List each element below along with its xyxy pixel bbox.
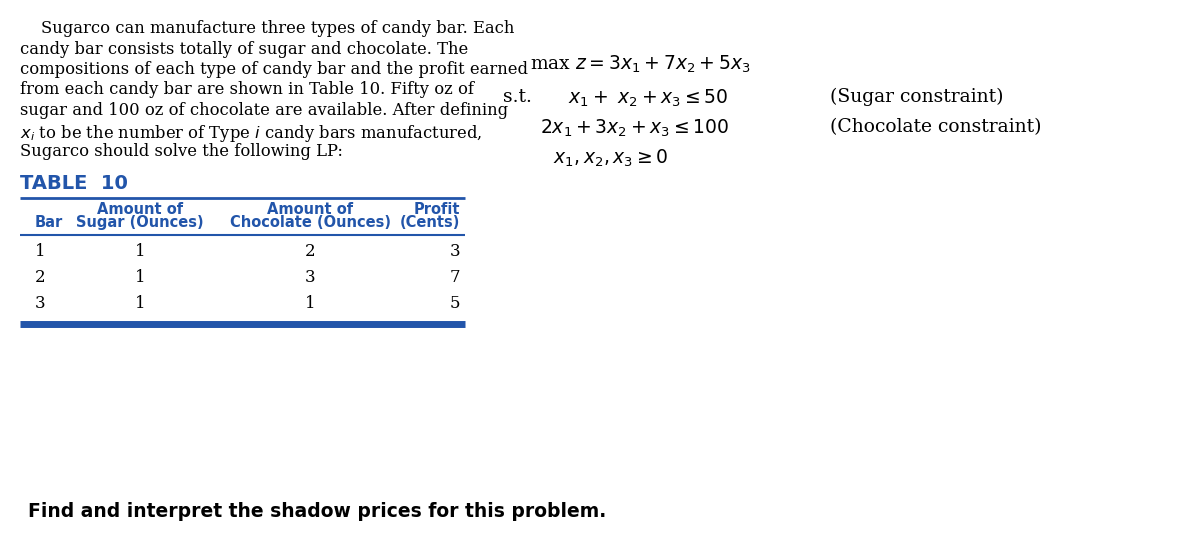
Text: 3: 3 (305, 269, 316, 286)
Text: (Cents): (Cents) (400, 215, 460, 230)
Text: sugar and 100 oz of chocolate are available. After defining: sugar and 100 oz of chocolate are availa… (20, 102, 508, 119)
Text: 2: 2 (305, 243, 316, 260)
Text: (Chocolate constraint): (Chocolate constraint) (830, 118, 1042, 136)
Text: $x_1, x_2, x_3 \geq 0$: $x_1, x_2, x_3 \geq 0$ (553, 148, 668, 170)
Text: 2: 2 (35, 269, 46, 286)
Text: Sugarco can manufacture three types of candy bar. Each: Sugarco can manufacture three types of c… (20, 20, 515, 37)
Text: Amount of: Amount of (97, 202, 184, 217)
Text: s.t.: s.t. (503, 88, 532, 106)
Text: 3: 3 (449, 243, 460, 260)
Text: 1: 1 (134, 243, 145, 260)
Text: Find and interpret the shadow prices for this problem.: Find and interpret the shadow prices for… (28, 502, 606, 521)
Text: Amount of: Amount of (266, 202, 353, 217)
Text: compositions of each type of candy bar and the profit earned: compositions of each type of candy bar a… (20, 61, 528, 78)
Text: max $z = 3x_1 + 7x_2 + 5x_3$: max $z = 3x_1 + 7x_2 + 5x_3$ (530, 54, 750, 75)
Text: candy bar consists totally of sugar and chocolate. The: candy bar consists totally of sugar and … (20, 40, 468, 58)
Text: (Sugar constraint): (Sugar constraint) (830, 88, 1003, 106)
Text: 1: 1 (35, 243, 46, 260)
Text: 1: 1 (134, 295, 145, 312)
Text: 7: 7 (449, 269, 460, 286)
Text: Bar: Bar (35, 215, 64, 230)
Text: Chocolate (Ounces): Chocolate (Ounces) (229, 215, 390, 230)
Text: TABLE  10: TABLE 10 (20, 174, 128, 193)
Text: from each candy bar are shown in Table 10. Fifty oz of: from each candy bar are shown in Table 1… (20, 81, 474, 99)
Text: Sugar (Ounces): Sugar (Ounces) (76, 215, 204, 230)
Text: Profit: Profit (414, 202, 460, 217)
Text: 3: 3 (35, 295, 46, 312)
Text: $x_i$ to be the number of Type $i$ candy bars manufactured,: $x_i$ to be the number of Type $i$ candy… (20, 122, 482, 143)
Text: 1: 1 (305, 295, 316, 312)
Text: $2x_1 + 3x_2 + x_3 \leq 100$: $2x_1 + 3x_2 + x_3 \leq 100$ (540, 118, 730, 139)
Text: $x_1 +\  x_2 + x_3 \leq 50$: $x_1 +\ x_2 + x_3 \leq 50$ (568, 88, 728, 109)
Text: 5: 5 (450, 295, 460, 312)
Text: 1: 1 (134, 269, 145, 286)
Text: Sugarco should solve the following LP:: Sugarco should solve the following LP: (20, 143, 343, 160)
